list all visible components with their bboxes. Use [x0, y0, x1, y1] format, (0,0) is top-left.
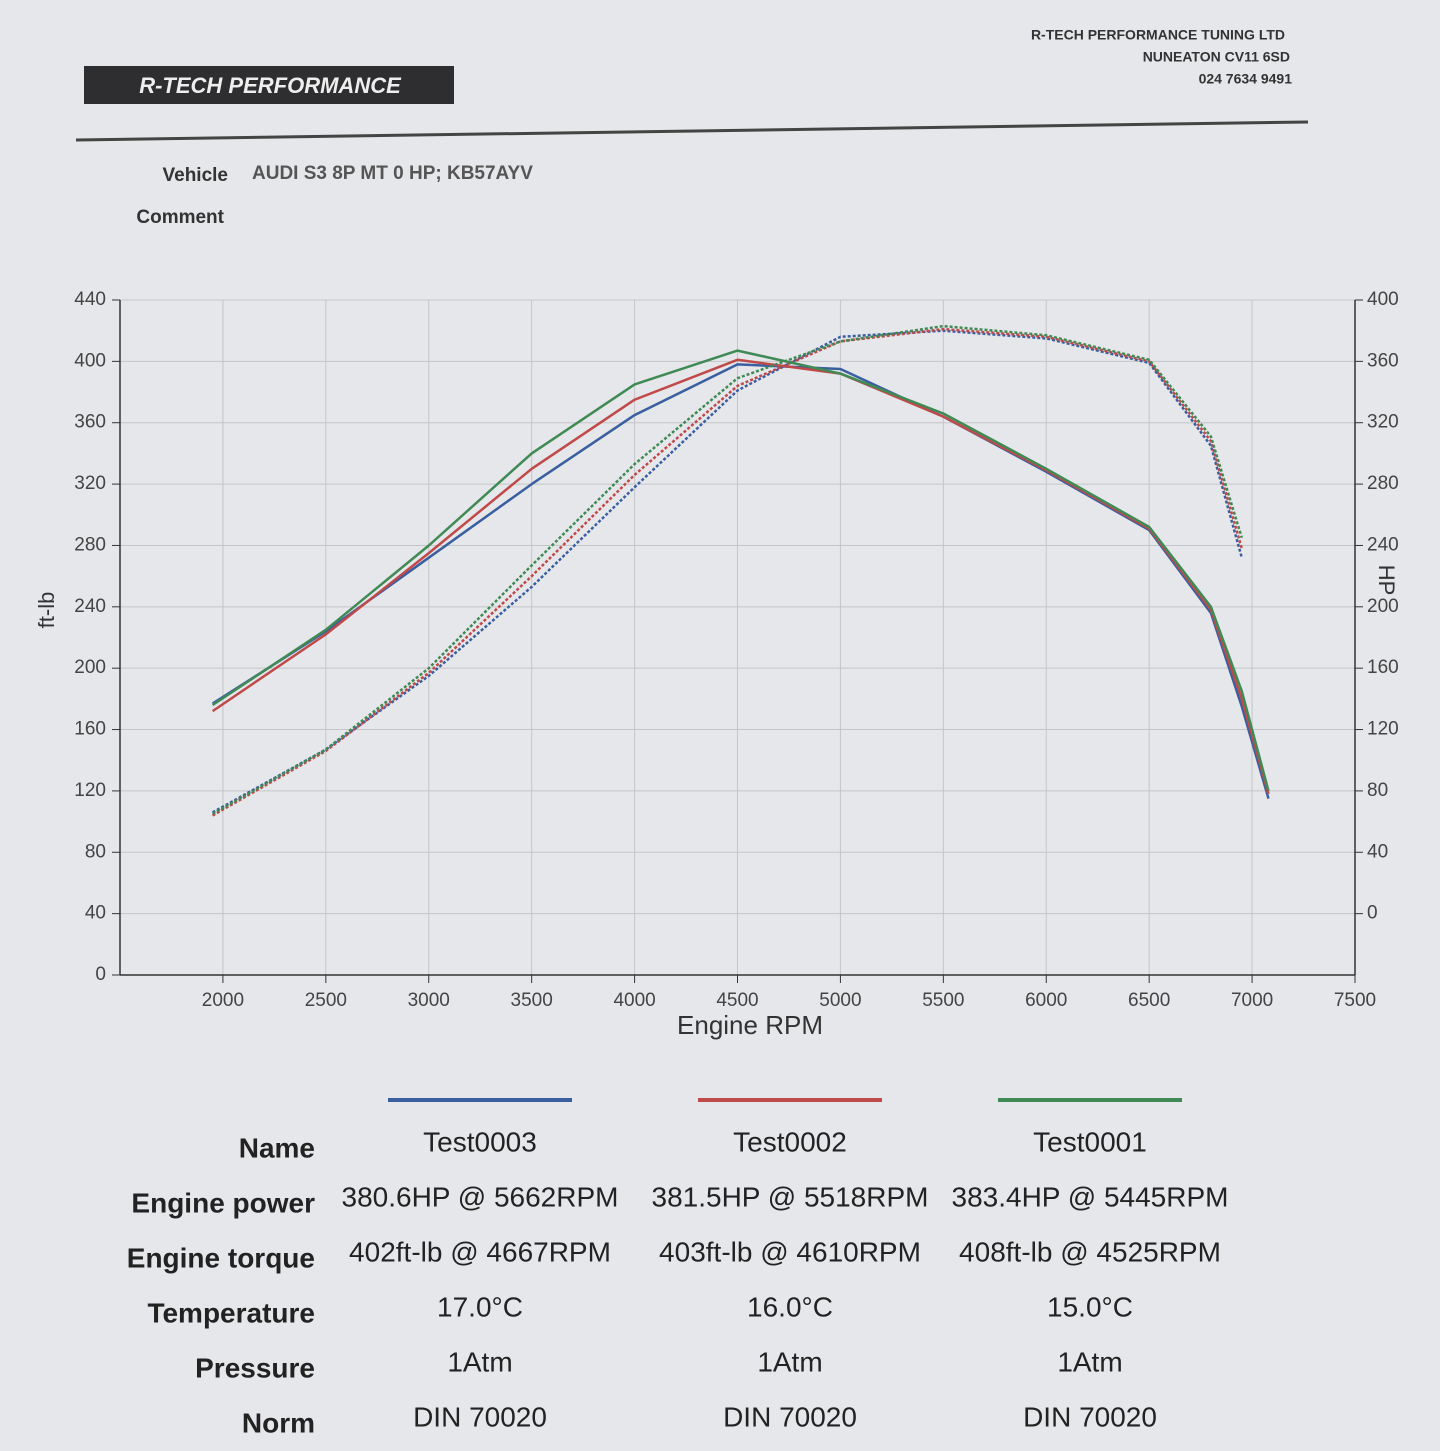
y2-tick-label: 280	[1367, 473, 1399, 494]
table-cell: 402ft-lb @ 4667RPM	[349, 1236, 611, 1267]
x-tick-label: 3000	[408, 990, 450, 1011]
table-cell: DIN 70020	[1023, 1401, 1157, 1432]
address: NUNEATON CV11 6SD	[1143, 49, 1290, 65]
x-tick-label: 5000	[819, 990, 861, 1011]
y2-tick-label: 120	[1367, 719, 1399, 740]
vehicle-label: Vehicle	[163, 165, 229, 186]
logo-box	[84, 66, 454, 104]
y-tick-label: 80	[85, 841, 106, 862]
x-tick-label: 7500	[1334, 990, 1376, 1011]
comment-label: Comment	[136, 207, 224, 228]
y-tick-label: 40	[85, 903, 106, 924]
y2-tick-label: 80	[1367, 780, 1388, 801]
row-label: Engine torque	[127, 1242, 315, 1273]
table-cell: DIN 70020	[413, 1401, 547, 1432]
legend-label: Test0002	[733, 1126, 847, 1157]
y-tick-label: 280	[74, 534, 106, 555]
y-tick-label: 440	[74, 289, 106, 310]
row-label: Pressure	[195, 1352, 315, 1383]
y-tick-label: 160	[74, 719, 106, 740]
x-tick-label: 6500	[1128, 990, 1170, 1011]
legend-label: Test0001	[1033, 1126, 1147, 1157]
table-cell: 383.4HP @ 5445RPM	[952, 1181, 1229, 1212]
vehicle-value: AUDI S3 8P MT 0 HP; KB57AYV	[252, 163, 533, 184]
y2-tick-label: 360	[1367, 350, 1399, 371]
company: R-TECH PERFORMANCE TUNING LTD	[1031, 27, 1285, 43]
table-cell: 408ft-lb @ 4525RPM	[959, 1236, 1221, 1267]
table-cell: 1Atm	[447, 1346, 512, 1377]
table-cell: 380.6HP @ 5662RPM	[342, 1181, 619, 1212]
power-line	[211, 327, 1244, 817]
table-cell: 16.0°C	[747, 1291, 833, 1322]
y-tick-label: 320	[74, 473, 106, 494]
y2-tick-label: 160	[1367, 657, 1399, 678]
y-tick-label: 0	[95, 964, 106, 985]
row-label: Temperature	[147, 1297, 315, 1328]
row-label: Name	[239, 1132, 315, 1163]
x-tick-label: 7000	[1231, 990, 1273, 1011]
x-tick-label: 4000	[613, 990, 655, 1011]
y-axis-title: ft-lb	[34, 592, 59, 629]
y-tick-label: 360	[74, 412, 106, 433]
x-tick-label: 6000	[1025, 990, 1067, 1011]
y-tick-label: 200	[74, 657, 106, 678]
y2-tick-label: 200	[1367, 596, 1399, 617]
phone: 024 7634 9491	[1199, 71, 1293, 87]
table-cell: DIN 70020	[723, 1401, 857, 1432]
x-axis-title: Engine RPM	[677, 1010, 823, 1040]
y-tick-label: 120	[74, 780, 106, 801]
x-tick-label: 5500	[922, 990, 964, 1011]
torque-line	[211, 349, 1270, 792]
legend-label: Test0003	[423, 1126, 537, 1157]
table-cell: 403ft-lb @ 4610RPM	[659, 1236, 921, 1267]
y-tick-label: 400	[74, 350, 106, 371]
table-cell: 381.5HP @ 5518RPM	[652, 1181, 929, 1212]
x-tick-label: 3500	[511, 990, 553, 1011]
logo: R-TECH PERFORMANCE	[139, 73, 402, 98]
row-label: Engine power	[131, 1187, 315, 1218]
y-tick-label: 240	[74, 596, 106, 617]
y2-tick-label: 40	[1367, 841, 1388, 862]
row-label: Norm	[242, 1407, 315, 1438]
x-tick-label: 2500	[305, 990, 347, 1011]
y2-tick-label: 400	[1367, 289, 1399, 310]
table-cell: 1Atm	[757, 1346, 822, 1377]
x-tick-label: 4500	[716, 990, 758, 1011]
table-cell: 15.0°C	[1047, 1291, 1133, 1322]
x-tick-label: 2000	[202, 990, 244, 1011]
table-cell: 1Atm	[1057, 1346, 1122, 1377]
header-rule	[75, 120, 1309, 142]
y2-axis-title: HP	[1374, 565, 1399, 596]
table-cell: 17.0°C	[437, 1291, 523, 1322]
y2-tick-label: 320	[1367, 412, 1399, 433]
y2-tick-label: 0	[1367, 903, 1378, 924]
y2-tick-label: 240	[1367, 534, 1399, 555]
power-line	[211, 329, 1244, 814]
